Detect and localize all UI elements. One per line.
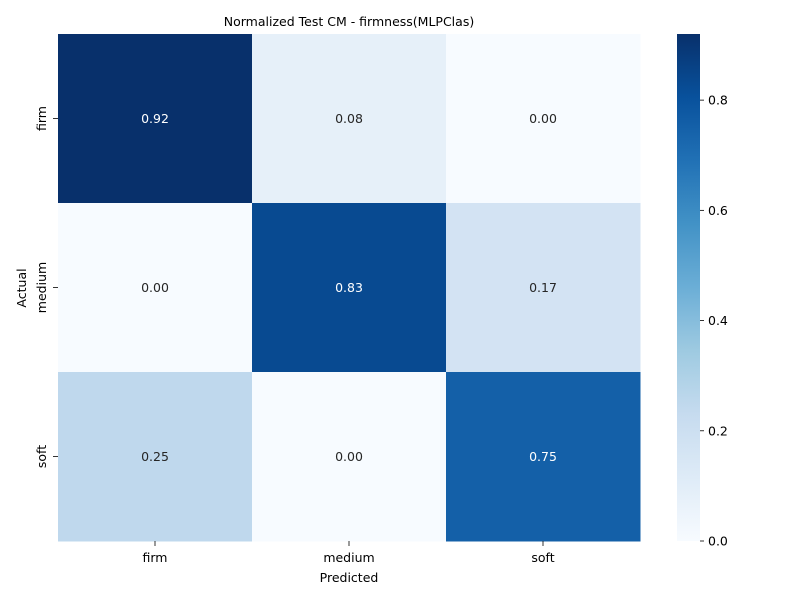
cell-value-label: 0.00 <box>529 111 557 126</box>
heatmap-cell <box>446 203 641 373</box>
x-axis: firm medium soft <box>143 541 555 565</box>
heatmap-cells: 0.92 0.08 0.00 0.00 0.83 0.17 0.25 0.00 0.75 <box>58 34 641 542</box>
cell-value-label: 0.25 <box>141 449 169 464</box>
cell-value-label: 0.75 <box>529 449 557 464</box>
heatmap-cell <box>58 203 253 373</box>
x-tick-label: medium <box>323 550 374 565</box>
heatmap-cell <box>252 372 447 542</box>
colorbar-tick-label: 0.2 <box>708 423 728 438</box>
colorbar-tick-label: 0.6 <box>708 203 728 218</box>
heatmap-cell <box>446 34 641 204</box>
colorbar: 0.0 0.2 0.4 0.6 0.8 <box>677 34 728 549</box>
colorbar-tick-label: 0.8 <box>708 93 728 108</box>
x-tick-label: soft <box>531 550 554 565</box>
colorbar-tick-label: 0.4 <box>708 313 728 328</box>
y-axis-title: Actual <box>14 268 29 307</box>
y-tick-label: medium <box>34 262 49 313</box>
colorbar-gradient <box>677 34 700 541</box>
cell-value-label: 0.00 <box>335 449 363 464</box>
colorbar-tick-label: 0.0 <box>708 534 728 549</box>
heatmap-cell <box>252 34 447 204</box>
chart-title: Normalized Test CM - firmness(MLPClas) <box>224 14 474 29</box>
x-axis-title: Predicted <box>320 570 379 585</box>
y-tick-label: soft <box>34 445 49 468</box>
cell-value-label: 0.83 <box>335 280 363 295</box>
cell-value-label: 0.92 <box>141 111 169 126</box>
heatmap-cell <box>446 372 641 542</box>
y-tick-label: firm <box>34 106 49 131</box>
y-axis: firm medium soft <box>34 106 58 468</box>
heatmap-cell <box>252 203 447 373</box>
cell-value-label: 0.08 <box>335 111 363 126</box>
heatmap-cell <box>58 34 253 204</box>
heatmap-cell <box>58 372 253 542</box>
x-tick-label: firm <box>143 550 168 565</box>
cell-value-label: 0.17 <box>529 280 557 295</box>
cell-value-label: 0.00 <box>141 280 169 295</box>
